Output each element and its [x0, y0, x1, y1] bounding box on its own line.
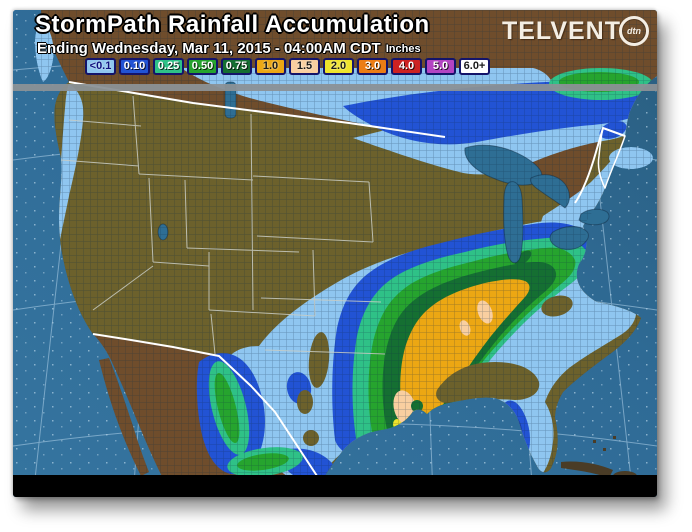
international-borders: [68, 81, 626, 483]
rainfall-map: [13, 10, 657, 497]
county-lines: [35, 10, 657, 497]
rainfall-map-panel: StormPath Rainfall Accumulation Ending W…: [13, 10, 657, 497]
state-borders: [60, 95, 386, 355]
